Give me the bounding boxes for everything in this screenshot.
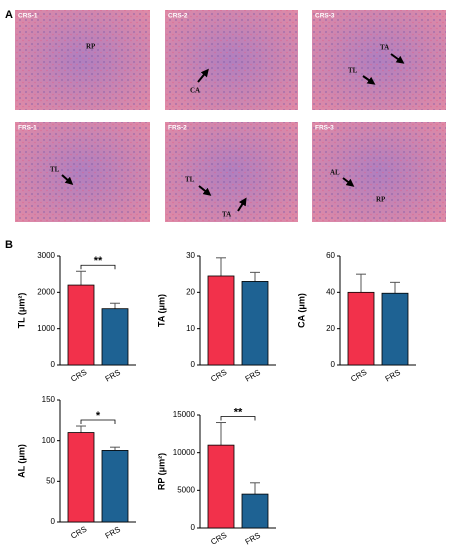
panel-label: B	[5, 239, 13, 251]
y-tick-label: 60	[326, 251, 335, 260]
bar	[101, 308, 129, 366]
x-tick-label: CRS	[349, 368, 368, 384]
image-label: FRS-3	[315, 125, 334, 132]
y-tick-label: 20	[326, 324, 335, 333]
x-tick-label: CRS	[69, 525, 88, 541]
annotation: TL	[50, 166, 60, 174]
annotation: CA	[190, 87, 200, 95]
arrow	[342, 177, 355, 187]
bar	[207, 444, 235, 529]
y-axis-label: AL (μm)	[16, 444, 26, 478]
y-tick-label: 100	[42, 436, 56, 445]
arrow	[237, 197, 247, 212]
image-label: FRS-2	[168, 125, 187, 132]
panel-label: A	[5, 9, 13, 21]
significance: *	[96, 410, 101, 422]
significance-bracket	[80, 419, 116, 425]
x-tick-label: FRS	[104, 525, 122, 541]
x-tick-label: FRS	[244, 531, 262, 547]
y-tick-label: 10	[186, 324, 195, 333]
bar	[207, 275, 235, 366]
y-axis-label: RP (μm²)	[156, 453, 166, 490]
y-tick-label: 10000	[173, 448, 196, 457]
image	[15, 10, 150, 110]
y-tick-label: 150	[42, 395, 56, 404]
bar	[241, 281, 269, 366]
y-tick-label: 20	[186, 287, 195, 296]
significance: **	[94, 255, 103, 267]
bar	[347, 291, 375, 366]
annotation: AL	[330, 169, 340, 177]
x-tick-label: CRS	[69, 368, 88, 384]
arrow	[198, 185, 212, 196]
y-tick-label: 3000	[37, 251, 55, 260]
significance-bracket	[80, 264, 116, 270]
y-tick-label: 0	[51, 517, 56, 526]
y-tick-label: 2000	[37, 287, 55, 296]
image-label: CRS-2	[168, 13, 188, 20]
image-label: FRS-1	[18, 125, 37, 132]
y-tick-label: 15000	[173, 410, 196, 419]
y-tick-label: 0	[191, 360, 196, 369]
y-tick-label: 1000	[37, 324, 55, 333]
image	[165, 10, 298, 110]
y-tick-label: 0	[331, 360, 336, 369]
arrow	[61, 174, 74, 185]
x-tick-label: CRS	[209, 531, 228, 547]
image	[312, 122, 446, 222]
x-tick-label: FRS	[104, 368, 122, 384]
significance-bracket	[220, 416, 256, 421]
y-axis-label: TL (μm²)	[16, 293, 26, 329]
image-label: CRS-3	[315, 13, 335, 20]
arrow	[390, 53, 405, 64]
image	[312, 10, 446, 110]
annotation: RP	[86, 43, 96, 51]
significance: **	[234, 406, 243, 418]
y-axis-label: TA (μm)	[156, 294, 166, 327]
y-tick-label: 50	[46, 476, 55, 485]
x-tick-label: FRS	[384, 368, 402, 384]
y-tick-label: 40	[326, 287, 335, 296]
annotation: TA	[222, 211, 231, 219]
image	[165, 122, 298, 222]
histology-images: CRS-1 CRS-2 CRS-3 FRS-1 FRS-2 FRS-3 RP C…	[15, 10, 446, 222]
x-tick-label: FRS	[244, 368, 262, 384]
bar	[381, 292, 409, 366]
annotation: RP	[376, 196, 386, 204]
image	[15, 122, 150, 222]
bar	[241, 493, 269, 529]
bar	[67, 432, 95, 523]
arrow	[362, 75, 376, 85]
bar	[67, 284, 95, 366]
y-axis-label: CA (μm)	[296, 293, 306, 328]
y-tick-label: 0	[191, 523, 196, 532]
bar	[101, 450, 129, 523]
annotation: TA	[380, 44, 389, 52]
image-label: CRS-1	[18, 13, 38, 20]
y-tick-label: 5000	[177, 485, 195, 494]
x-tick-label: CRS	[209, 368, 228, 384]
annotation: TL	[348, 67, 358, 75]
annotation: TL	[185, 176, 195, 184]
y-tick-label: 30	[186, 251, 195, 260]
arrow	[197, 68, 209, 83]
y-tick-label: 0	[51, 360, 56, 369]
